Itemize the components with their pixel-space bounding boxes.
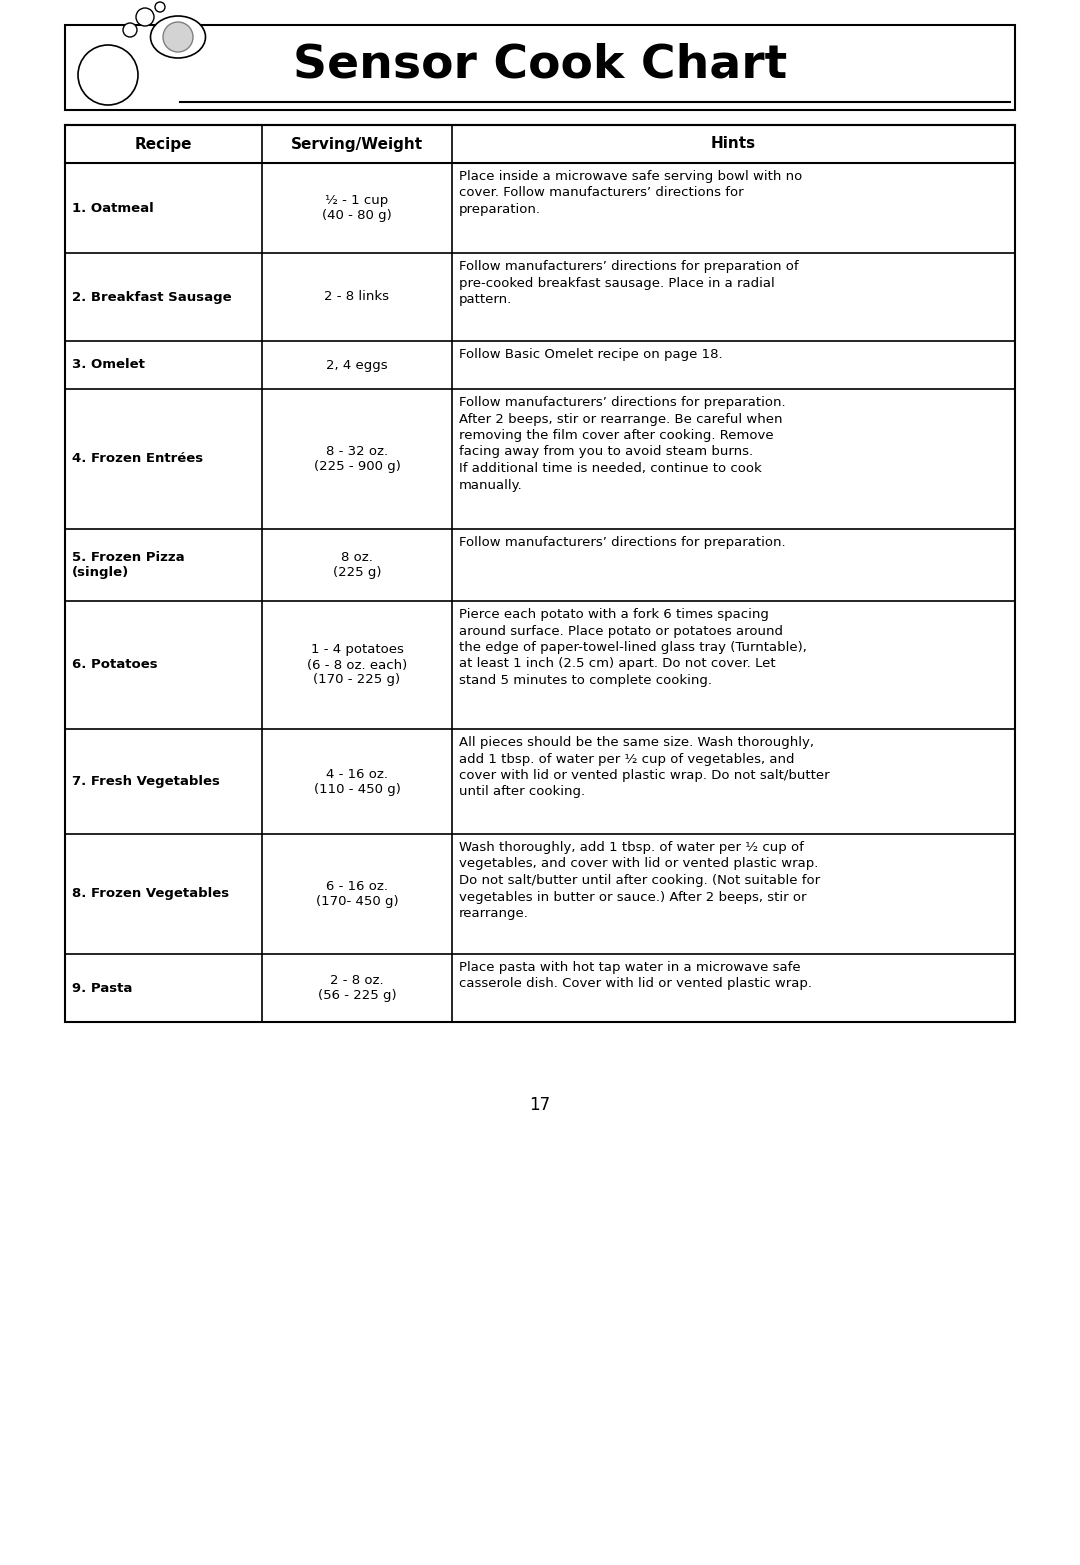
Text: 8. Frozen Vegetables: 8. Frozen Vegetables [72,887,229,900]
Text: 2, 4 eggs: 2, 4 eggs [326,358,388,371]
Text: 8 - 32 oz.
(225 - 900 g): 8 - 32 oz. (225 - 900 g) [313,444,401,473]
Text: Follow Basic Omelet recipe on page 18.: Follow Basic Omelet recipe on page 18. [459,347,723,362]
Text: 4 - 16 oz.
(110 - 450 g): 4 - 16 oz. (110 - 450 g) [313,767,401,795]
Text: 5. Frozen Pizza
(single): 5. Frozen Pizza (single) [72,551,185,579]
Circle shape [163,22,193,52]
Text: 1. Oatmeal: 1. Oatmeal [72,202,153,214]
Text: 3. Omelet: 3. Omelet [72,358,145,371]
Text: Follow manufacturers’ directions for preparation of
pre-cooked breakfast sausage: Follow manufacturers’ directions for pre… [459,260,798,307]
Text: 8 oz.
(225 g): 8 oz. (225 g) [333,551,381,579]
Text: Place pasta with hot tap water in a microwave safe
casserole dish. Cover with li: Place pasta with hot tap water in a micr… [459,961,812,991]
Text: All pieces should be the same size. Wash thoroughly,
add 1 tbsp. of water per ½ : All pieces should be the same size. Wash… [459,736,829,798]
Text: Place inside a microwave safe serving bowl with no
cover. Follow manufacturers’ : Place inside a microwave safe serving bo… [459,171,802,216]
Circle shape [136,8,154,27]
Circle shape [78,45,138,105]
Text: 2 - 8 oz.
(56 - 225 g): 2 - 8 oz. (56 - 225 g) [318,973,396,1002]
Text: 7. Fresh Vegetables: 7. Fresh Vegetables [72,775,220,789]
Text: 9. Pasta: 9. Pasta [72,981,133,994]
Text: ½ - 1 cup
(40 - 80 g): ½ - 1 cup (40 - 80 g) [322,194,392,222]
Circle shape [156,2,165,13]
Bar [65,125,1015,1022]
Text: 6. Potatoes: 6. Potatoes [72,659,158,671]
Text: Recipe: Recipe [135,136,192,152]
Text: Hints: Hints [711,136,756,152]
Text: 1 - 4 potatoes
(6 - 8 oz. each)
(170 - 225 g): 1 - 4 potatoes (6 - 8 oz. each) (170 - 2… [307,643,407,687]
Circle shape [123,23,137,38]
Text: 6 - 16 oz.
(170- 450 g): 6 - 16 oz. (170- 450 g) [315,880,399,908]
Text: Pierce each potato with a fork 6 times spacing
around surface. Place potato or p: Pierce each potato with a fork 6 times s… [459,607,807,687]
Text: Follow manufacturers’ directions for preparation.: Follow manufacturers’ directions for pre… [459,535,785,549]
Text: 17: 17 [529,1096,551,1114]
Text: 2. Breakfast Sausage: 2. Breakfast Sausage [72,291,231,304]
Text: Sensor Cook Chart: Sensor Cook Chart [293,42,787,88]
Text: 4. Frozen Entrées: 4. Frozen Entrées [72,452,203,465]
Text: Serving/Weight: Serving/Weight [291,136,423,152]
Ellipse shape [150,16,205,58]
Bar [65,25,1015,110]
Text: 2 - 8 links: 2 - 8 links [324,291,390,304]
Text: Wash thoroughly, add 1 tbsp. of water per ½ cup of
vegetables, and cover with li: Wash thoroughly, add 1 tbsp. of water pe… [459,840,820,920]
Text: Follow manufacturers’ directions for preparation.
After 2 beeps, stir or rearran: Follow manufacturers’ directions for pre… [459,396,785,491]
